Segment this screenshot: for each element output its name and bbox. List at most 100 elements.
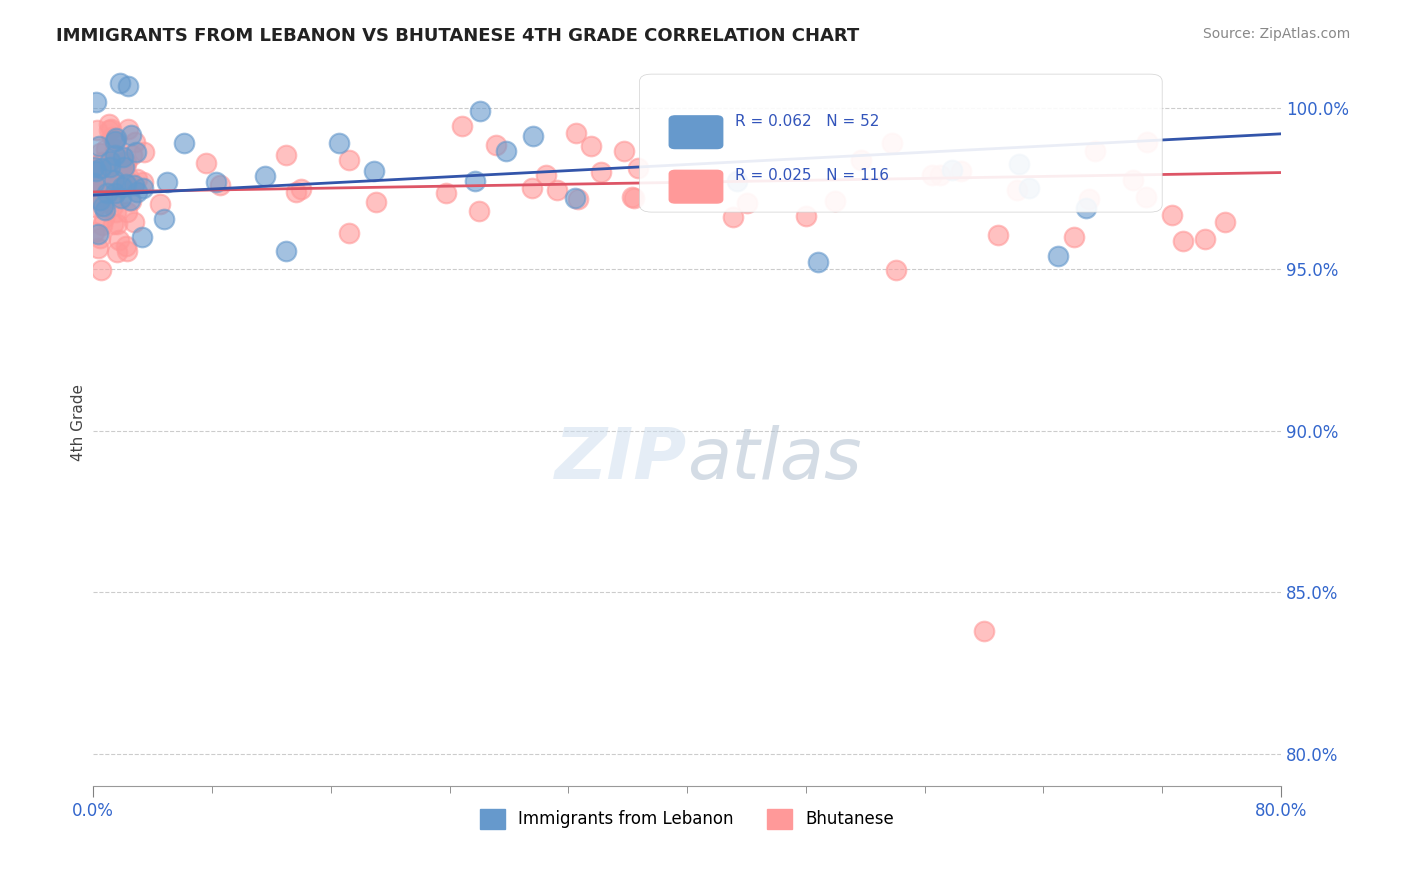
Point	[110, 191, 132, 205]
Point	[794, 209, 817, 223]
Point	[93, 177, 115, 191]
Point	[115, 173, 138, 187]
Point	[173, 136, 195, 151]
Point	[105, 245, 128, 260]
Legend: Immigrants from Lebanon, Bhutanese: Immigrants from Lebanon, Bhutanese	[474, 802, 901, 836]
FancyBboxPatch shape	[669, 170, 723, 203]
Point	[104, 170, 127, 185]
Point	[117, 79, 139, 94]
Point	[90, 178, 112, 193]
Point	[1005, 183, 1028, 197]
Point	[89, 170, 111, 185]
Point	[86, 158, 108, 172]
Point	[112, 160, 135, 174]
Point	[290, 182, 312, 196]
Point	[1194, 231, 1216, 245]
Point	[89, 166, 111, 180]
Point	[132, 145, 155, 160]
Point	[122, 178, 145, 192]
Point	[83, 187, 105, 202]
Point	[93, 178, 115, 193]
Point	[1161, 208, 1184, 222]
Point	[495, 145, 517, 159]
Point	[1171, 234, 1194, 248]
Point	[1136, 135, 1159, 149]
Point	[285, 185, 308, 199]
Point	[522, 129, 544, 144]
Point	[118, 170, 141, 185]
Point	[485, 137, 508, 152]
Point	[110, 177, 132, 191]
Text: ZIP: ZIP	[555, 425, 688, 493]
Point	[83, 177, 105, 191]
Point	[121, 147, 143, 161]
Point	[824, 194, 846, 209]
Point	[364, 195, 387, 210]
Point	[103, 217, 125, 231]
Point	[534, 168, 557, 182]
Point	[89, 194, 111, 208]
Point	[468, 104, 491, 119]
Point	[89, 181, 111, 195]
Point	[83, 225, 105, 239]
Point	[98, 154, 121, 169]
Point	[103, 186, 125, 200]
Point	[83, 200, 105, 214]
Point	[84, 95, 107, 110]
Point	[110, 152, 132, 166]
Point	[921, 169, 943, 183]
Point	[93, 199, 115, 213]
Point	[131, 175, 153, 189]
Point	[451, 119, 474, 133]
Text: R = 0.025   N = 116: R = 0.025 N = 116	[734, 169, 889, 183]
Point	[131, 230, 153, 244]
Point	[884, 262, 907, 277]
Point	[434, 186, 457, 201]
Point	[125, 172, 148, 186]
Point	[94, 184, 117, 198]
Text: Source: ZipAtlas.com: Source: ZipAtlas.com	[1202, 27, 1350, 41]
Point	[115, 154, 138, 169]
FancyBboxPatch shape	[669, 116, 723, 149]
Point	[623, 191, 645, 205]
Point	[209, 178, 232, 192]
Point	[86, 122, 108, 136]
Point	[104, 148, 127, 162]
Point	[96, 179, 118, 194]
Point	[91, 155, 114, 169]
Point	[100, 129, 122, 144]
Point	[93, 202, 115, 217]
Point	[591, 165, 613, 179]
Point	[849, 153, 872, 167]
Y-axis label: 4th Grade: 4th Grade	[72, 384, 86, 461]
Point	[195, 155, 218, 169]
Point	[120, 193, 142, 207]
Point	[1074, 201, 1097, 215]
Point	[153, 212, 176, 227]
Point	[115, 177, 138, 191]
Point	[98, 123, 121, 137]
Point	[363, 163, 385, 178]
Point	[115, 239, 138, 253]
Point	[104, 142, 127, 156]
Point	[84, 160, 107, 174]
Point	[339, 226, 361, 240]
Point	[468, 204, 491, 219]
Point	[1018, 180, 1040, 194]
Point	[101, 191, 124, 205]
Point	[807, 254, 830, 268]
Point	[87, 242, 110, 256]
Point	[112, 154, 135, 169]
FancyBboxPatch shape	[640, 74, 1163, 212]
Point	[87, 139, 110, 153]
Point	[132, 181, 155, 195]
Point	[620, 190, 643, 204]
Point	[84, 164, 107, 178]
Point	[1008, 157, 1031, 171]
Point	[94, 142, 117, 156]
Text: IMMIGRANTS FROM LEBANON VS BHUTANESE 4TH GRADE CORRELATION CHART: IMMIGRANTS FROM LEBANON VS BHUTANESE 4TH…	[56, 27, 859, 45]
Point	[111, 161, 134, 176]
Point	[100, 160, 122, 174]
Point	[1122, 173, 1144, 187]
Point	[84, 187, 107, 202]
